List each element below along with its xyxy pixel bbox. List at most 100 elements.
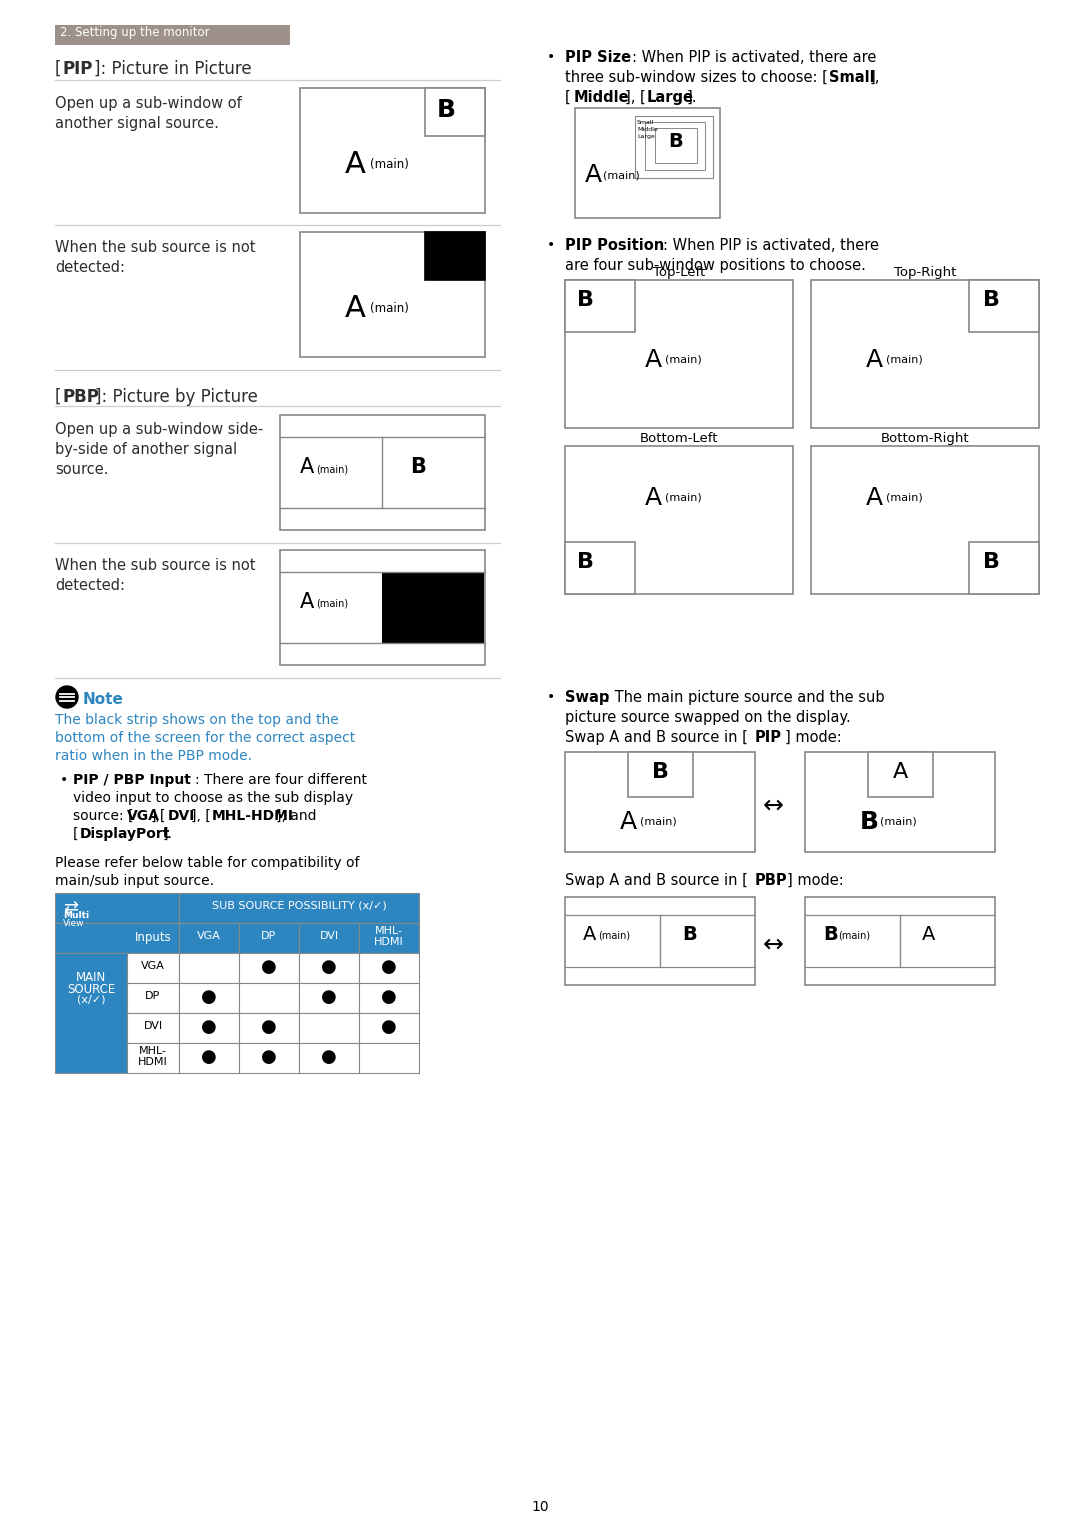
Text: The black strip shows on the top and the: The black strip shows on the top and the: [55, 713, 339, 727]
Text: B: B: [669, 131, 684, 151]
Text: Please refer below table for compatibility of: Please refer below table for compatibili…: [55, 857, 360, 870]
Bar: [55, 24, 291, 44]
Bar: [239, 983, 299, 1012]
Text: A: A: [645, 486, 662, 510]
Bar: [299, 922, 359, 953]
Text: [: [: [565, 90, 570, 105]
Text: ●: ●: [201, 988, 217, 1006]
Text: Bottom-Left: Bottom-Left: [639, 432, 718, 444]
Bar: [565, 542, 635, 594]
Text: source: [: source: [: [73, 809, 134, 823]
Text: (main): (main): [370, 302, 409, 315]
Circle shape: [56, 686, 78, 709]
Text: SUB SOURCE POSSIBILITY (x/✓): SUB SOURCE POSSIBILITY (x/✓): [212, 901, 387, 912]
Text: When the sub source is not: When the sub source is not: [55, 240, 256, 255]
Text: HDMI: HDMI: [374, 938, 404, 947]
Text: another signal source.: another signal source.: [55, 116, 219, 131]
Text: (main): (main): [370, 157, 409, 171]
Text: : There are four different: : There are four different: [195, 773, 367, 786]
Text: B: B: [681, 925, 697, 944]
Text: bottom of the screen for the correct aspect: bottom of the screen for the correct asp…: [55, 731, 355, 745]
Bar: [969, 542, 1039, 594]
Text: B: B: [983, 290, 1000, 310]
Text: are four sub-window positions to choose.: are four sub-window positions to choose.: [565, 258, 866, 273]
Text: (main): (main): [640, 817, 677, 828]
Text: (main): (main): [603, 169, 639, 180]
Text: Top-Left: Top-Left: [653, 266, 705, 279]
Text: •: •: [546, 238, 555, 252]
Text: A: A: [345, 150, 366, 179]
Bar: [565, 896, 755, 985]
Text: (main): (main): [598, 930, 630, 941]
Text: Bottom-Right: Bottom-Right: [880, 432, 970, 444]
Text: Note: Note: [83, 692, 124, 707]
Bar: [654, 128, 697, 163]
Bar: [127, 1043, 179, 1073]
Text: 2. Setting up the monitor: 2. Setting up the monitor: [60, 26, 210, 40]
Text: DVI: DVI: [168, 809, 195, 823]
Text: •: •: [60, 773, 68, 786]
Bar: [565, 279, 793, 428]
Bar: [55, 953, 127, 1073]
Text: source.: source.: [55, 463, 108, 476]
Text: VGA: VGA: [197, 931, 221, 941]
Bar: [635, 116, 713, 179]
Text: ●: ●: [201, 1019, 217, 1035]
Text: ⇄: ⇄: [63, 898, 78, 916]
Bar: [645, 122, 705, 169]
Bar: [55, 922, 179, 953]
Text: ●: ●: [261, 957, 276, 976]
Text: B: B: [983, 551, 1000, 573]
Text: B: B: [577, 290, 594, 310]
Bar: [575, 108, 720, 218]
Bar: [55, 893, 179, 922]
Text: Large: Large: [637, 134, 654, 139]
Text: by-side of another signal: by-side of another signal: [55, 441, 238, 457]
Text: video input to choose as the sub display: video input to choose as the sub display: [73, 791, 353, 805]
Text: ●: ●: [261, 1019, 276, 1035]
Text: Large: Large: [647, 90, 694, 105]
Text: : When PIP is activated, there are: : When PIP is activated, there are: [632, 50, 876, 66]
Text: main/sub input source.: main/sub input source.: [55, 873, 214, 889]
Text: B: B: [437, 98, 456, 122]
Text: Middle: Middle: [637, 127, 658, 131]
Text: Top-Right: Top-Right: [894, 266, 956, 279]
Bar: [868, 751, 933, 797]
Bar: [805, 896, 995, 985]
Text: (main): (main): [886, 354, 922, 365]
Bar: [239, 953, 299, 983]
Bar: [299, 1012, 359, 1043]
Text: A: A: [345, 295, 366, 324]
Bar: [239, 922, 299, 953]
Text: Swap: Swap: [565, 690, 609, 705]
Text: DP: DP: [146, 991, 161, 1002]
Bar: [811, 279, 1039, 428]
Text: HDMI: HDMI: [138, 1057, 167, 1067]
Text: PIP: PIP: [755, 730, 782, 745]
Bar: [179, 1012, 239, 1043]
Text: A: A: [583, 925, 596, 944]
Text: ●: ●: [261, 1048, 276, 1066]
Text: MAIN: MAIN: [76, 971, 106, 983]
Text: ].: ].: [163, 828, 173, 841]
Bar: [179, 953, 239, 983]
Text: B: B: [823, 925, 838, 944]
Bar: [359, 953, 419, 983]
Text: ]: Picture by Picture: ]: Picture by Picture: [95, 388, 258, 406]
Text: : When PIP is activated, there: : When PIP is activated, there: [663, 238, 879, 253]
Text: [: [: [55, 60, 62, 78]
Text: detected:: detected:: [55, 260, 125, 275]
Text: DVI: DVI: [144, 1022, 163, 1031]
Text: ●: ●: [381, 957, 396, 976]
Text: ], [: ], [: [191, 809, 211, 823]
Text: ], [: ], [: [625, 90, 646, 105]
Text: MHL-: MHL-: [375, 925, 403, 936]
Text: three sub-window sizes to choose: [: three sub-window sizes to choose: [: [565, 70, 828, 86]
Bar: [127, 953, 179, 983]
Bar: [359, 1012, 419, 1043]
Text: DVI: DVI: [320, 931, 338, 941]
Bar: [299, 1043, 359, 1073]
Text: (x/✓): (x/✓): [77, 996, 105, 1005]
Bar: [359, 922, 419, 953]
Text: A: A: [892, 762, 907, 782]
